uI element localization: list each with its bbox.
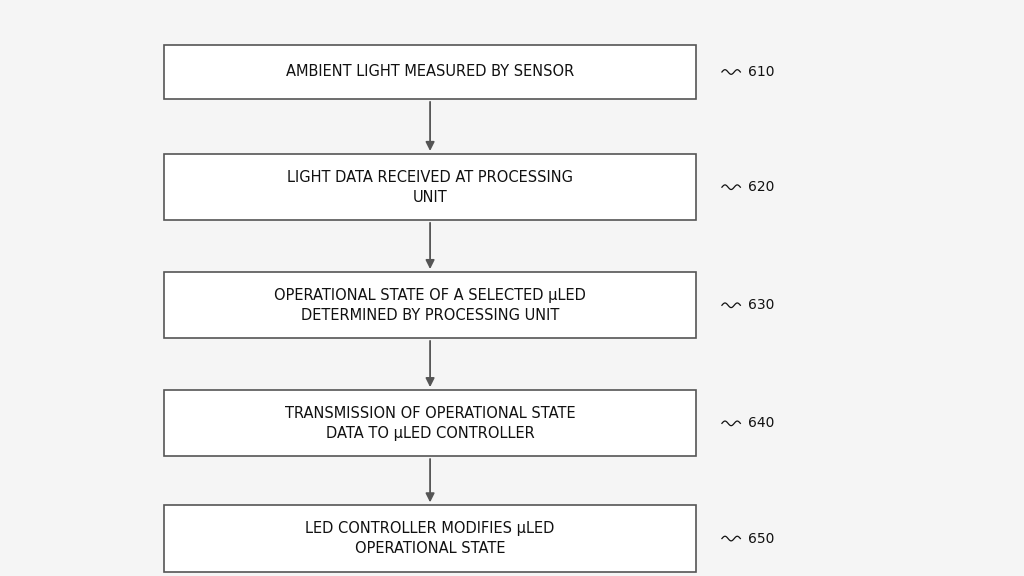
Text: AMBIENT LIGHT MEASURED BY SENSOR: AMBIENT LIGHT MEASURED BY SENSOR	[286, 65, 574, 79]
Text: 650: 650	[748, 532, 774, 545]
Text: OPERATIONAL STATE OF A SELECTED μLED
DETERMINED BY PROCESSING UNIT: OPERATIONAL STATE OF A SELECTED μLED DET…	[274, 288, 586, 323]
Text: 630: 630	[748, 298, 774, 312]
Text: LED CONTROLLER MODIFIES μLED
OPERATIONAL STATE: LED CONTROLLER MODIFIES μLED OPERATIONAL…	[305, 521, 555, 556]
Bar	[164, 154, 696, 221]
Bar	[164, 391, 696, 456]
Text: TRANSMISSION OF OPERATIONAL STATE
DATA TO μLED CONTROLLER: TRANSMISSION OF OPERATIONAL STATE DATA T…	[285, 406, 575, 441]
Text: 610: 610	[748, 65, 774, 79]
Text: 620: 620	[748, 180, 774, 194]
Text: 640: 640	[748, 416, 774, 430]
Bar	[164, 506, 696, 571]
Bar	[164, 272, 696, 339]
Text: LIGHT DATA RECEIVED AT PROCESSING
UNIT: LIGHT DATA RECEIVED AT PROCESSING UNIT	[287, 170, 573, 204]
Bar	[164, 45, 696, 100]
